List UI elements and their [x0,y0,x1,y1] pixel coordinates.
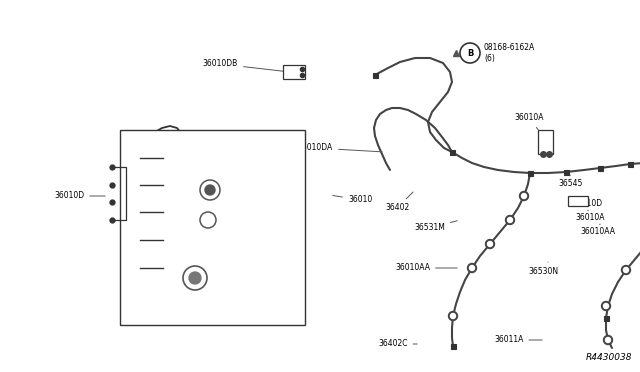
Text: (6): (6) [484,55,495,64]
Text: 36011A: 36011A [494,336,542,344]
Text: 36010AA: 36010AA [395,263,457,273]
Text: 36402C: 36402C [378,340,417,349]
Bar [598,166,603,171]
Circle shape [506,215,515,224]
Circle shape [604,336,612,344]
Bar [528,171,533,176]
Circle shape [470,266,474,270]
Circle shape [205,185,215,195]
Circle shape [467,263,477,273]
Circle shape [623,267,628,273]
Bar [538,130,553,154]
Bar [628,162,633,167]
Text: 36010D: 36010D [572,198,602,208]
Bar [451,344,456,349]
Bar [604,316,609,321]
Text: 36410H: 36410H [191,170,225,184]
Text: 36545: 36545 [558,175,582,187]
Text: 36010AA: 36010AA [580,224,615,237]
Text: 36010A: 36010A [575,210,605,222]
Text: 36011: 36011 [196,215,224,224]
Text: 36010A: 36010A [514,113,543,130]
Circle shape [602,301,611,311]
Circle shape [451,314,456,318]
Text: 36531M: 36531M [414,221,458,232]
Bar [283,65,305,79]
Circle shape [604,304,609,308]
Text: 36530N: 36530N [528,262,558,276]
Circle shape [189,272,201,284]
Circle shape [449,311,458,321]
Bar [564,170,569,175]
Circle shape [508,218,513,222]
Bar [373,73,378,78]
Text: B: B [467,48,473,58]
Circle shape [621,266,630,275]
Text: R4430038: R4430038 [586,353,632,362]
Text: 08168-6162A: 08168-6162A [484,42,535,51]
Text: 36010DB: 36010DB [203,60,287,72]
Circle shape [522,193,527,199]
Bar [450,150,455,155]
Circle shape [486,240,495,248]
Circle shape [520,192,529,201]
Text: 36010D: 36010D [54,192,105,201]
Circle shape [605,337,611,343]
Text: 36010: 36010 [333,195,372,205]
Bar [120,130,305,325]
Bar [568,196,588,206]
Text: 36375: 36375 [194,280,225,299]
Text: 36010DA: 36010DA [298,144,382,153]
Text: 36402: 36402 [385,192,413,212]
Circle shape [488,241,493,247]
